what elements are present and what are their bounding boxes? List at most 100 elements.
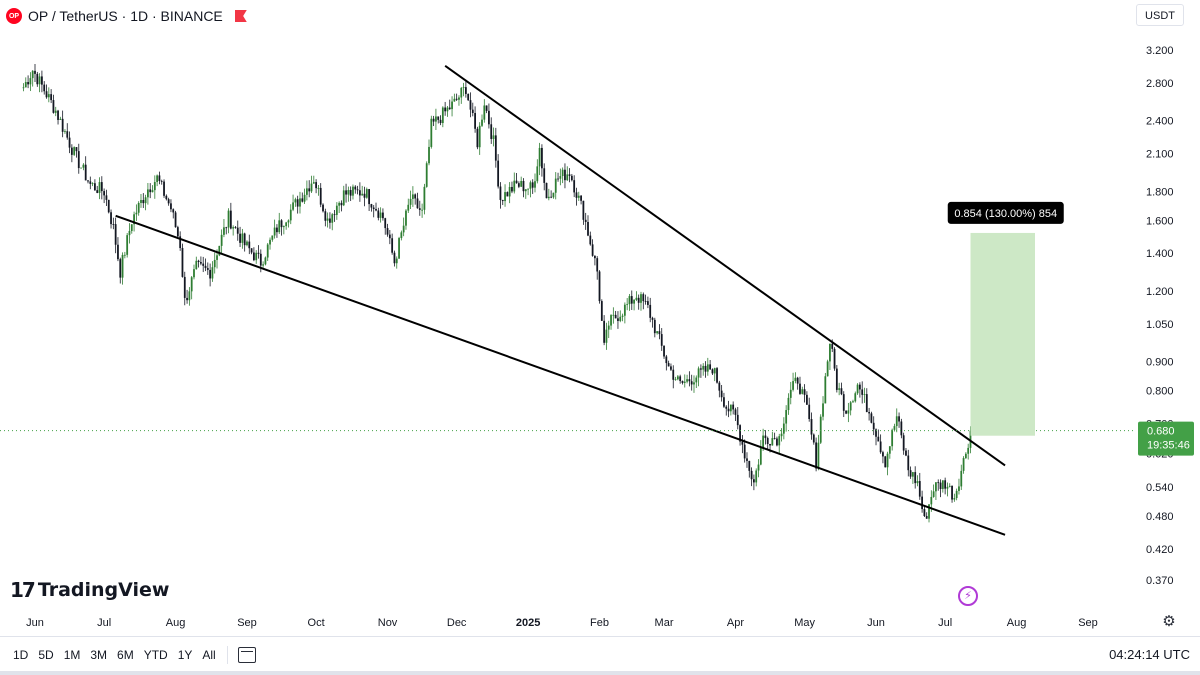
range-5d-button[interactable]: 5D — [38, 647, 54, 662]
candle-body — [259, 253, 262, 266]
candle-body — [70, 147, 73, 155]
time-tick-label: Sep — [1078, 617, 1098, 629]
candle-body — [711, 369, 714, 374]
candle-body — [916, 481, 919, 484]
candle-body — [370, 204, 373, 208]
candle-body — [882, 452, 884, 457]
candle-body — [216, 255, 218, 260]
candle-body — [52, 100, 55, 113]
range-3m-button[interactable]: 3M — [90, 647, 108, 662]
candle-body — [644, 301, 647, 302]
candle-body — [126, 235, 129, 255]
candle-body — [944, 480, 947, 489]
candle-body — [241, 233, 244, 243]
price-tick-label: 2.800 — [1146, 78, 1174, 90]
symbol-title[interactable]: OP / TetherUS · 1D · BINANCE — [28, 8, 223, 24]
range-1d-button[interactable]: 1D — [13, 647, 29, 662]
candle-body — [296, 199, 299, 207]
candle-body — [656, 331, 659, 334]
candle-body — [400, 232, 403, 239]
candle-body — [163, 181, 165, 196]
candle-body — [382, 212, 384, 219]
candle-body — [941, 480, 944, 489]
candle-body — [474, 113, 476, 129]
candle-body — [476, 128, 479, 148]
candle-body — [727, 408, 730, 412]
candle-body — [743, 444, 746, 459]
candle-body — [225, 227, 228, 229]
range-ytd-button[interactable]: YTD — [143, 647, 168, 662]
trendline-lower[interactable] — [115, 214, 1006, 536]
candle-body — [725, 406, 728, 409]
candle-body — [573, 180, 576, 193]
candle-body — [183, 276, 186, 298]
price-tick-label: 0.540 — [1146, 482, 1174, 494]
candle-body — [854, 393, 857, 402]
utc-clock[interactable]: 04:24:14 UTC — [1109, 647, 1190, 662]
candle-body — [276, 227, 278, 233]
range-1y-button[interactable]: 1Y — [177, 647, 193, 662]
price-tick-label: 1.050 — [1146, 319, 1174, 331]
candle-body — [842, 394, 845, 411]
candle-body — [57, 110, 59, 120]
candle-body — [877, 436, 880, 442]
candle-body — [273, 227, 276, 236]
candle-body — [458, 97, 460, 100]
candle-body — [287, 220, 290, 223]
candle-body — [103, 191, 106, 196]
candle-body — [130, 224, 133, 231]
candle-body — [732, 404, 735, 410]
time-tick-label: Feb — [590, 617, 609, 629]
candle-body — [716, 368, 718, 383]
candle-body — [153, 182, 156, 191]
candle-body — [508, 186, 511, 197]
candle-body — [140, 199, 142, 203]
candle-body — [151, 190, 154, 193]
candle-body — [478, 125, 481, 148]
candle-body — [930, 496, 933, 505]
candle-body — [147, 189, 149, 198]
time-tick-label: Jun — [867, 617, 885, 629]
candle-body — [319, 187, 322, 205]
range-1m-button[interactable]: 1M — [63, 647, 81, 662]
candle-body — [541, 147, 543, 169]
candle-body — [746, 458, 748, 461]
gear-icon[interactable]: ⚙ — [1162, 613, 1176, 630]
candle-body — [179, 236, 182, 249]
candle-body — [511, 186, 513, 192]
candle-body — [757, 464, 760, 471]
symbol-header[interactable]: OP OP / TetherUS · 1D · BINANCE — [6, 6, 247, 26]
candle-body — [211, 267, 214, 279]
candle-body — [564, 169, 566, 181]
price-tick-label: 1.200 — [1146, 286, 1174, 298]
candle-body — [331, 214, 334, 223]
calendar-icon[interactable] — [237, 646, 256, 663]
candle-body — [395, 258, 398, 264]
candle-body — [24, 82, 27, 88]
tradingview-logo[interactable]: 17 TradingView — [10, 578, 169, 602]
candle-body — [723, 397, 725, 407]
candle-body — [958, 486, 960, 491]
price-tick-label: 1.400 — [1146, 248, 1174, 260]
candle-body — [690, 381, 693, 385]
bolt-icon[interactable]: ⚡ — [958, 586, 978, 606]
candle-body — [674, 379, 677, 381]
candle-body — [356, 189, 359, 191]
candle-body — [398, 238, 400, 259]
candle-body — [649, 304, 652, 318]
currency-button[interactable]: USDT — [1136, 4, 1184, 26]
trendline-upper[interactable] — [444, 65, 1006, 467]
candle-body — [280, 220, 283, 228]
candle-body — [951, 485, 953, 500]
candle-body — [895, 416, 898, 427]
range-all-button[interactable]: All — [202, 647, 216, 662]
time-tick-label: Jul — [97, 617, 111, 629]
candle-body — [446, 107, 449, 112]
range-6m-button[interactable]: 6M — [117, 647, 134, 662]
measure-range-box[interactable] — [970, 232, 1036, 436]
candle-body — [577, 195, 580, 198]
candle-body — [248, 241, 251, 249]
flag-icon[interactable] — [234, 10, 247, 22]
candle-body — [91, 183, 94, 185]
